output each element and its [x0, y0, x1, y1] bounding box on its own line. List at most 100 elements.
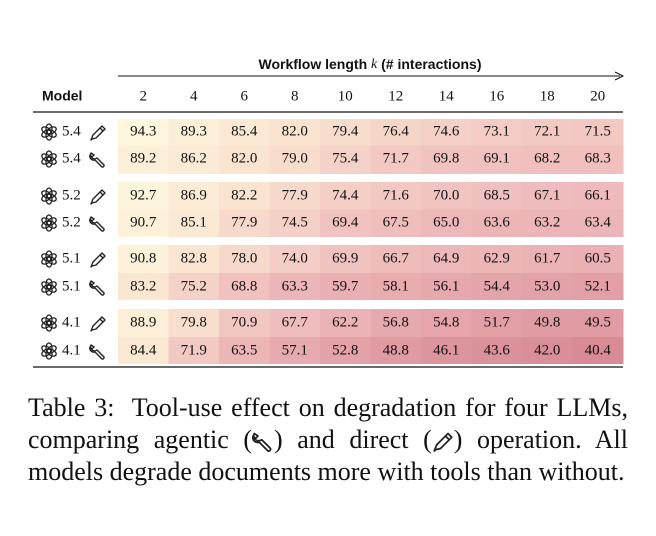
column-header: 10 [338, 88, 353, 104]
cell: 63.3 [282, 278, 308, 294]
cell: 85.4 [231, 123, 258, 139]
cell-bg [118, 182, 169, 210]
model-name: 5.1 [62, 250, 81, 266]
cell-bg [219, 182, 270, 210]
cell-bg [421, 145, 472, 174]
cell-bg [471, 337, 523, 364]
cell: 74.4 [332, 187, 359, 203]
cell-bg [572, 245, 624, 273]
cell: 71.5 [585, 123, 611, 139]
cell: 43.6 [484, 342, 511, 358]
cell-bg [320, 337, 371, 364]
cell-bg [522, 209, 573, 237]
cell-bg [522, 273, 573, 300]
cell-bg [572, 337, 624, 364]
cell: 49.5 [585, 314, 611, 330]
cell: 53.0 [534, 278, 560, 294]
cell: 65.0 [433, 214, 459, 230]
column-header: 14 [439, 88, 455, 104]
column-header: 20 [590, 88, 605, 104]
model-name: 5.4 [62, 150, 81, 166]
cell-bg [572, 309, 624, 337]
cell: 84.4 [130, 342, 157, 358]
cell: 68.2 [534, 150, 560, 166]
cell-bg [118, 119, 169, 146]
model-name: 5.1 [62, 278, 81, 294]
cell: 74.5 [282, 214, 308, 230]
arrow-head [614, 71, 625, 81]
cell-bg [269, 309, 321, 337]
model-logo [39, 314, 59, 332]
wrench-icon [89, 280, 105, 296]
cell: 82.0 [282, 123, 308, 139]
cell: 89.2 [130, 150, 156, 166]
cell: 67.1 [534, 187, 560, 203]
cell-bg [269, 182, 321, 210]
cell: 61.7 [534, 250, 561, 266]
cell: 90.8 [130, 250, 156, 266]
cell-bg [471, 119, 523, 146]
cell: 86.9 [181, 187, 207, 203]
model-logo [39, 123, 59, 141]
pencil-icon [90, 252, 106, 268]
cell-bg [522, 309, 573, 337]
pencil-icon [90, 125, 106, 141]
caption-text: Tool-use effect on degradation for four … [28, 393, 629, 454]
cell-bg [168, 209, 220, 237]
cell-bg [320, 309, 371, 337]
cell: 79.8 [181, 314, 207, 330]
cell-bg [118, 273, 169, 300]
cell-bg [522, 145, 573, 174]
model-name: 4.1 [62, 342, 81, 358]
caption-label: Table 3: [28, 393, 115, 422]
wrench-icon [89, 216, 105, 232]
cell-bg [471, 309, 523, 337]
cell-bg [421, 245, 472, 273]
cell: 75.2 [181, 278, 207, 294]
model-logo [39, 187, 59, 205]
cell: 75.4 [332, 150, 359, 166]
cell: 76.4 [383, 123, 410, 139]
cell-bg [572, 273, 624, 300]
cell: 69.9 [332, 250, 358, 266]
cell: 77.9 [231, 214, 257, 230]
cell: 89.3 [181, 123, 207, 139]
cell-bg [522, 245, 573, 273]
cell-bg [320, 119, 371, 146]
model-header: Model [42, 88, 82, 104]
cell: 56.1 [433, 278, 459, 294]
cell: 68.5 [484, 187, 510, 203]
cell: 82.2 [231, 187, 257, 203]
model-name: 5.2 [62, 214, 81, 230]
cell-bg [421, 209, 472, 237]
cell-bg [269, 209, 321, 237]
cell-bg [370, 209, 422, 237]
cell-bg [219, 209, 270, 237]
caption: Table 3: Tool-use effect on degradation … [28, 392, 628, 488]
title-var: k [371, 57, 378, 72]
cell-bg [168, 119, 220, 146]
header-title: Workflow length k (# interactions) [259, 56, 482, 73]
cell-bg [421, 119, 472, 146]
cell: 94.3 [130, 123, 156, 139]
cell-bg [370, 273, 422, 300]
cell-bg [471, 145, 523, 174]
cell: 69.8 [433, 150, 459, 166]
caption-text: ) and direct ( [274, 425, 432, 454]
cell-bg [168, 337, 220, 364]
cell-bg [269, 245, 321, 273]
cell-bg [118, 309, 169, 337]
cell-bg [219, 273, 270, 300]
cell-bg [219, 119, 270, 146]
cell-bg [572, 182, 624, 210]
cell-bg [168, 273, 220, 300]
cell-bg [522, 119, 573, 146]
cell: 70.0 [433, 187, 459, 203]
cell: 82.8 [181, 250, 207, 266]
cell-bg [219, 245, 270, 273]
cell-bg [118, 145, 169, 174]
cell: 40.4 [585, 342, 612, 358]
cell-bg [370, 145, 422, 174]
wrench-icon [89, 344, 105, 360]
